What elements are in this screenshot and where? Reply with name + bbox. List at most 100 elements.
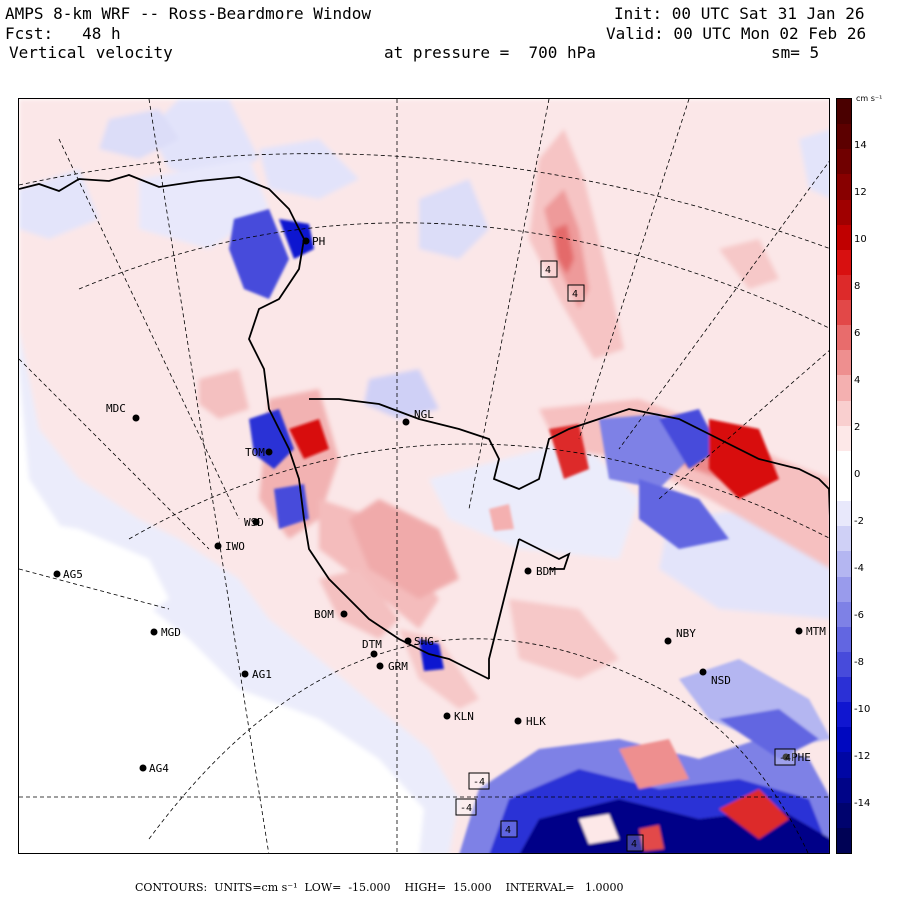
map-title: AMPS 8-km WRF -- Ross-Beardmore Window xyxy=(5,4,372,23)
station-marker xyxy=(370,650,378,658)
colorbar-segment xyxy=(837,752,851,779)
station-marker xyxy=(302,237,310,245)
colorbar-segment xyxy=(837,827,851,854)
station-marker xyxy=(150,628,158,636)
station-marker xyxy=(404,637,412,645)
colorbar-segment xyxy=(837,501,851,527)
extrema-box: -4 xyxy=(455,798,477,816)
station-marker xyxy=(782,753,790,761)
station-marker xyxy=(340,610,348,618)
colorbar-segment xyxy=(837,727,851,753)
colorbar-segment xyxy=(837,99,851,125)
station-marker xyxy=(265,448,273,456)
colorbar-tick-label: 4 xyxy=(854,375,861,386)
station-marker xyxy=(795,627,803,635)
station-label: NSD xyxy=(711,674,731,687)
colorbar-segment xyxy=(837,375,851,402)
colorbar-tick-label: -8 xyxy=(854,657,864,668)
lat-lon-grid xyxy=(19,99,829,853)
station-label: BDM xyxy=(536,565,556,578)
footer-high: HIGH= 15.000 xyxy=(404,881,492,894)
colorbar-tick-label: 12 xyxy=(854,187,867,198)
extrema-box: -4 xyxy=(468,772,490,790)
colorbar-segment xyxy=(837,777,851,804)
station-label: IWO xyxy=(225,540,245,553)
station-label: HLK xyxy=(526,715,546,728)
footer-interval: INTERVAL= 1.0000 xyxy=(505,881,624,894)
station-marker xyxy=(376,662,384,670)
station-marker xyxy=(252,518,260,526)
extrema-box: 4 xyxy=(626,834,644,852)
station-label: SHG xyxy=(414,635,434,648)
colorbar-segment xyxy=(837,425,851,452)
station-marker xyxy=(514,717,522,725)
colorbar-segment xyxy=(837,626,851,653)
colorbar-segment xyxy=(837,249,851,276)
colorbar-segment xyxy=(837,350,851,376)
footer-low: LOW= -15.000 xyxy=(304,881,391,894)
station-label: MTM xyxy=(806,625,826,638)
colorbar-segment xyxy=(837,651,851,678)
station-marker xyxy=(699,668,707,676)
colorbar-tick-label: 8 xyxy=(854,281,861,292)
station-label: MGD xyxy=(161,626,181,639)
station-marker xyxy=(214,542,222,550)
station-label: AG4 xyxy=(149,762,169,775)
station-marker xyxy=(132,414,140,422)
colorbar-segment xyxy=(837,300,851,326)
colorbar-tick-label: 0 xyxy=(854,469,861,480)
extrema-boxes: 4 4 -4 -4 4 4 -4 xyxy=(455,260,796,852)
colorbar-segment xyxy=(837,526,851,552)
init-time: Init: 00 UTC Sat 31 Jan 26 xyxy=(614,4,865,23)
station-label: DTM xyxy=(362,638,382,651)
colorbar-tick-label: -6 xyxy=(854,610,864,621)
vertical-velocity-map: MDC NGL TOM WSD IWO AG5 BDM BOM MGD SHG NBY MTM DTM G… xyxy=(19,99,829,853)
smoothing-label: sm= 5 xyxy=(771,43,820,62)
station-label: AG5 xyxy=(63,568,83,581)
colorbar-segment xyxy=(837,174,851,201)
svg-text:4: 4 xyxy=(572,289,578,300)
colorbar-segment xyxy=(837,576,851,603)
station-label: NGL xyxy=(414,408,434,421)
colorbar-segment xyxy=(837,450,851,477)
station-marker xyxy=(402,418,410,426)
field-name: Vertical velocity xyxy=(9,43,173,62)
colorbar-tick-label: -14 xyxy=(854,798,871,809)
colorbar xyxy=(836,98,852,854)
footer-label: CONTOURS: xyxy=(135,881,208,894)
negative-blob xyxy=(459,659,829,853)
colorbar-segment xyxy=(837,274,851,301)
colorbar-tick-label: 14 xyxy=(854,140,867,151)
colorbar-segment xyxy=(837,702,851,728)
colorbar-segment xyxy=(837,400,851,427)
station-label: NBY xyxy=(676,627,696,640)
valid-time: Valid: 00 UTC Mon 02 Feb 26 xyxy=(606,24,867,43)
station-label: PH xyxy=(312,235,325,248)
colorbar-segment xyxy=(837,325,851,351)
svg-text:4: 4 xyxy=(545,265,551,276)
colorbar-segment xyxy=(837,224,851,251)
colorbar-segment xyxy=(837,149,851,175)
svg-text:-4: -4 xyxy=(460,803,472,814)
map-panel: MDC NGL TOM WSD IWO AG5 BDM BOM MGD SHG NBY MTM DTM G… xyxy=(18,98,830,854)
svg-text:4: 4 xyxy=(631,839,637,850)
station-label: AG1 xyxy=(252,668,272,681)
extrema-box: -4 xyxy=(774,748,796,766)
colorbar-tick-label: 10 xyxy=(854,234,867,245)
footer-units: UNITS=cm s⁻¹ xyxy=(214,881,298,894)
station-label: GRM xyxy=(388,660,408,673)
station-marker xyxy=(53,570,61,578)
colorbar-tick-label: -10 xyxy=(854,704,871,715)
colorbar-units: cm s⁻¹ xyxy=(856,94,883,103)
coastline xyxy=(19,174,829,680)
colorbar-tick-label: -2 xyxy=(854,516,864,527)
station-label: BOM xyxy=(314,608,334,621)
colorbar-tick-label: 6 xyxy=(854,328,861,339)
colorbar-segment xyxy=(837,476,851,502)
station-label: KLN xyxy=(454,710,474,723)
station-marker xyxy=(443,712,451,720)
svg-text:-4: -4 xyxy=(779,753,791,764)
station-label: WSD xyxy=(244,516,264,529)
colorbar-segment xyxy=(837,199,851,226)
extrema-box: 4 xyxy=(567,284,585,302)
